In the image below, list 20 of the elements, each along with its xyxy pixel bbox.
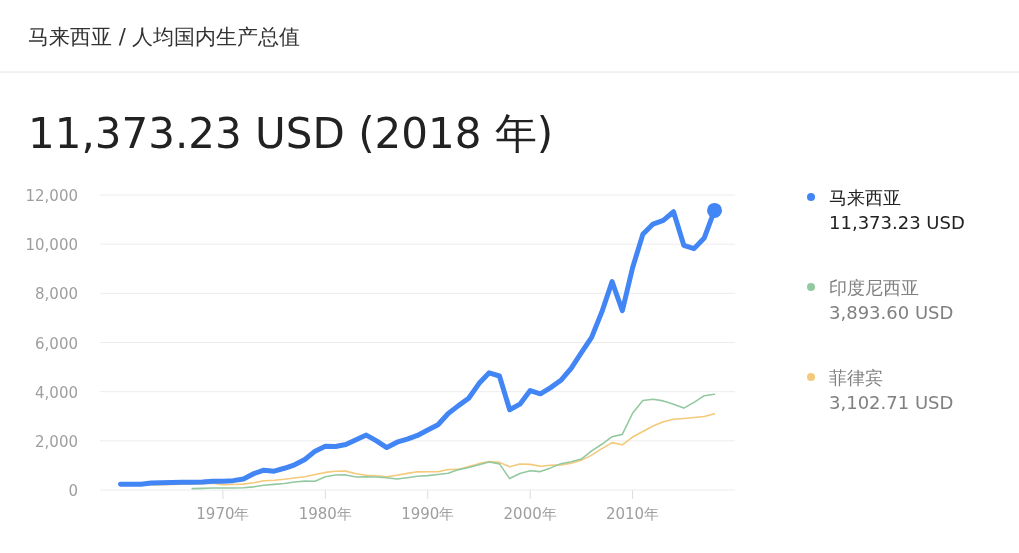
y-tick-label: 0 <box>68 482 78 500</box>
y-tick-label: 10,000 <box>25 236 78 255</box>
x-tick-label: 2000年 <box>503 505 557 523</box>
y-tick-label: 2,000 <box>35 432 78 451</box>
legend-label: 马来西亚 <box>829 187 901 208</box>
legend-label: 菲律宾 <box>829 367 883 388</box>
text: 11,373.23 USD <box>829 212 965 233</box>
x-tick-label: 1990年 <box>401 505 455 523</box>
text: 3,893.60 USD <box>829 302 954 323</box>
y-tick-label: 6,000 <box>35 334 78 353</box>
y-tick-label: 4,000 <box>35 383 78 402</box>
y-tick-label: 8,000 <box>35 285 78 304</box>
y-tick-label: 12,000 <box>25 187 78 205</box>
x-tick-label: 1980年 <box>298 505 352 523</box>
text: 3,102.71 USD <box>829 392 954 413</box>
chart-title: 马来西亚 / 人均国内生产总值 <box>28 25 301 49</box>
x-tick-label: 2010年 <box>605 505 660 523</box>
x-tick-label: 1970年 <box>196 505 250 523</box>
legend-label: 印度尼西亚 <box>829 277 919 298</box>
chart-subtitle: 11,373.23 USD (2018 年) <box>28 109 554 158</box>
